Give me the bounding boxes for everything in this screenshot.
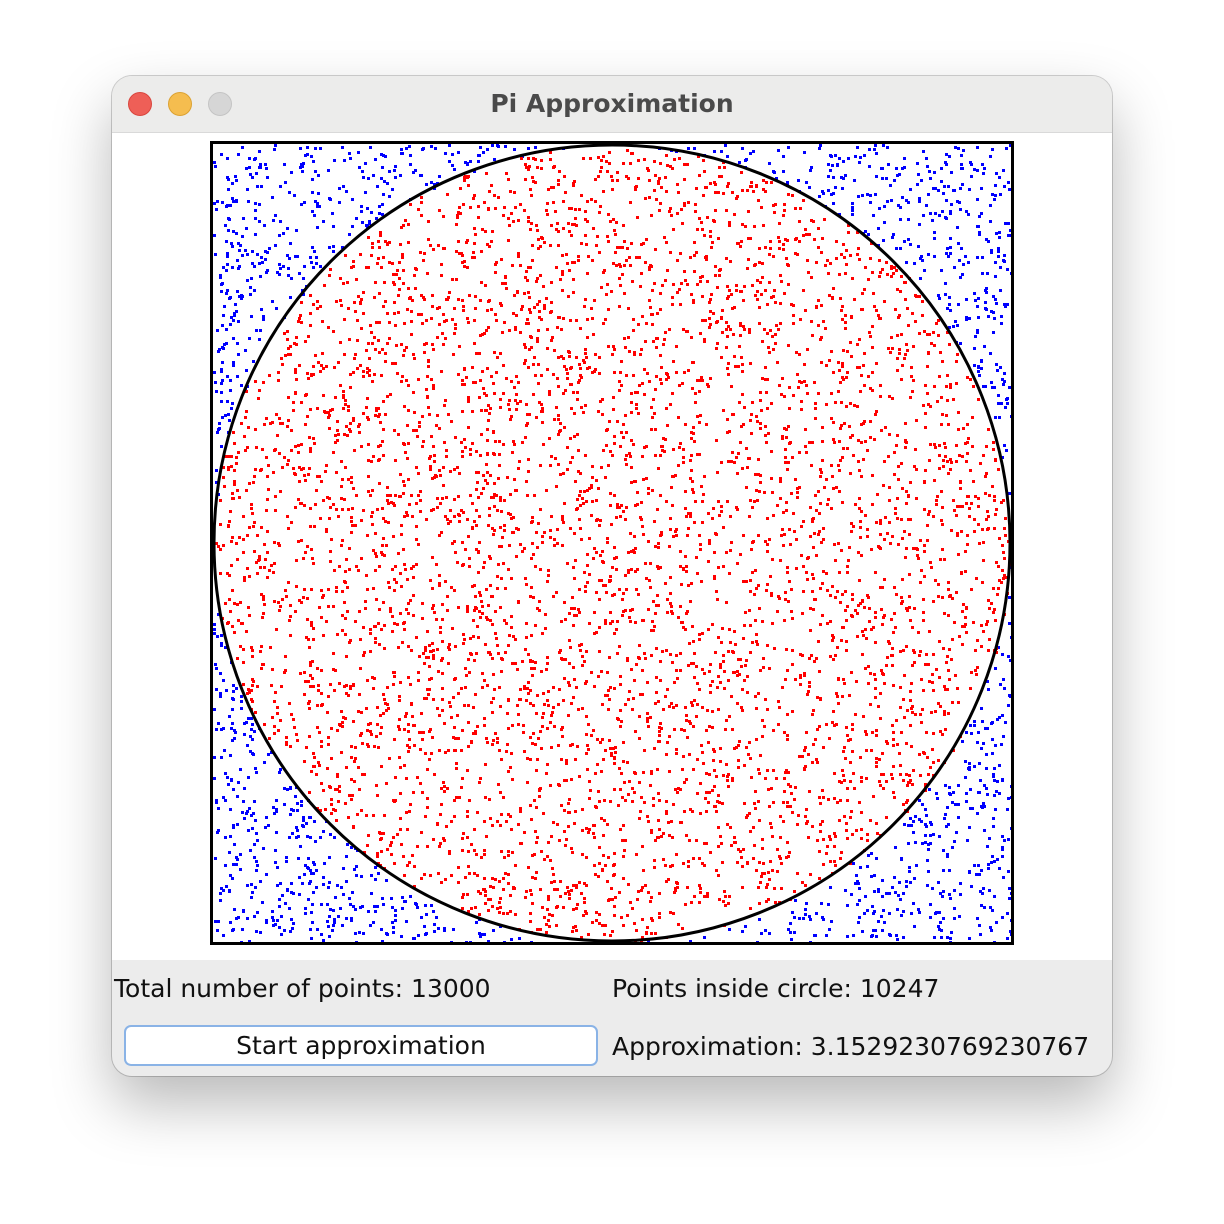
window-title: Pi Approximation (490, 89, 734, 118)
drawing-panel (112, 133, 1112, 960)
title-bar[interactable]: Pi Approximation (112, 76, 1112, 133)
start-approximation-button[interactable]: Start approximation (124, 1025, 598, 1066)
points-inside-circle (215, 149, 1012, 943)
total-points-label: Total number of points: 13000 (114, 974, 491, 1003)
close-icon[interactable] (128, 92, 152, 116)
zoom-icon[interactable] (208, 92, 232, 116)
minimize-icon[interactable] (168, 92, 192, 116)
approximation-label: Approximation: 3.1529230769230767 (612, 1032, 1090, 1061)
inside-points-label: Points inside circle: 10247 (612, 974, 940, 1003)
simulation-canvas (210, 141, 1014, 945)
sample-points (213, 144, 1013, 944)
bounding-square (210, 141, 1014, 945)
unit-circle (212, 143, 1012, 943)
app-window: Pi Approximation Total number of points:… (112, 76, 1112, 1076)
